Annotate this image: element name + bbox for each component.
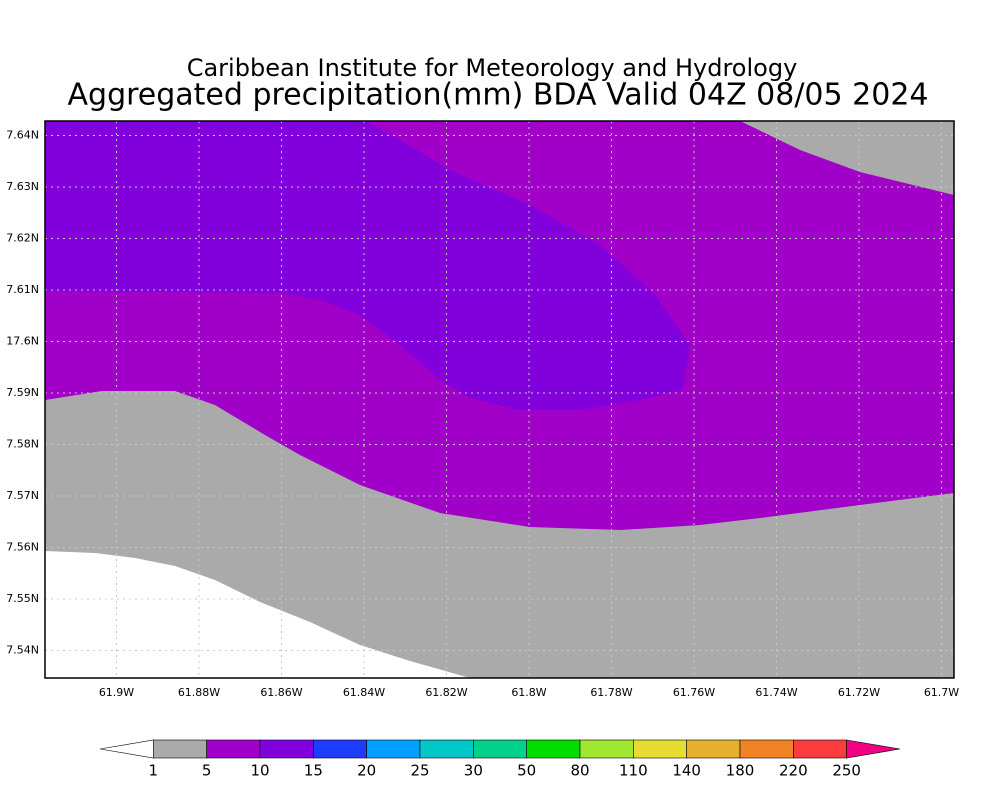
region-below-1 [45,551,470,678]
colorbar-box [579,739,634,759]
colorbar-label: 220 [779,762,808,780]
colorbar-box [259,739,314,759]
lat-tick-label: 7.54N [6,644,39,657]
lon-tick-label: 61.7W [924,686,959,699]
colorbar-label: 15 [304,762,323,780]
colorbar-label: 1 [149,762,159,780]
colorbar-end [99,739,154,759]
lon-tick-label: 61.74W [755,686,797,699]
colorbar-box [473,739,527,759]
colorbar-box [526,739,581,759]
colorbar-label: 10 [250,762,269,780]
colorbar-end [846,739,901,759]
colorbar-box [419,739,474,759]
lon-tick-label: 61.72W [838,686,880,699]
lat-tick-label: 7.55N [6,592,39,605]
lat-tick-label: 7.61N [6,283,39,296]
lon-tick-label: 61.78W [590,686,632,699]
colorbar-box [793,739,847,759]
lat-tick-label: 7.64N [6,129,39,142]
region-1-5 [740,121,954,195]
lon-tick-label: 61.88W [178,686,220,699]
lat-tick-label: 7.62N [6,232,39,245]
lat-tick-label: 7.59N [6,386,39,399]
map [45,121,954,678]
lat-tick-label: 17.6N [6,335,39,348]
colorbar-label: 80 [570,762,589,780]
colorbar-label: 20 [357,762,376,780]
colorbar-label: 110 [619,762,648,780]
lon-tick-label: 61.86W [260,686,302,699]
subtitle: Caribbean Institute for Meteorology and … [187,54,798,82]
lat-tick-label: 7.63N [6,180,39,193]
lat-tick-label: 7.57N [6,489,39,502]
colorbar-label: 250 [832,762,861,780]
colorbar-label: 30 [464,762,483,780]
lon-tick-label: 61.82W [425,686,467,699]
colorbar-box [206,739,261,759]
lon-tick-label: 61.8W [511,686,546,699]
colorbar-label: 50 [517,762,536,780]
colorbar-box [633,739,687,759]
colorbar-label: 25 [410,762,429,780]
title: Aggregated precipitation(mm) BDA Valid 0… [68,78,929,113]
colorbar: 1 5 10 15 20 25 30 50 80 110 140 180 220 250 [99,739,901,780]
colorbar-box [366,739,421,759]
colorbar-box [686,739,741,759]
region-1-5 [45,391,954,678]
lon-tick-label: 61.84W [343,686,385,699]
grid: 61.9W 61.88W 61.86W 61.84W 61.82W 61.8W 61.78W… [6,121,959,699]
colorbar-box [739,739,794,759]
frame [44,120,955,679]
lat-tick-label: 7.58N [6,438,39,451]
colorbar-box [153,739,207,759]
colorbar-label: 5 [202,762,212,780]
colorbar-box [313,739,367,759]
lat-tick-label: 7.56N [6,541,39,554]
colorbar-label: 180 [726,762,755,780]
colorbar-label: 140 [672,762,701,780]
lon-tick-label: 61.9W [99,686,134,699]
lon-tick-label: 61.76W [673,686,715,699]
